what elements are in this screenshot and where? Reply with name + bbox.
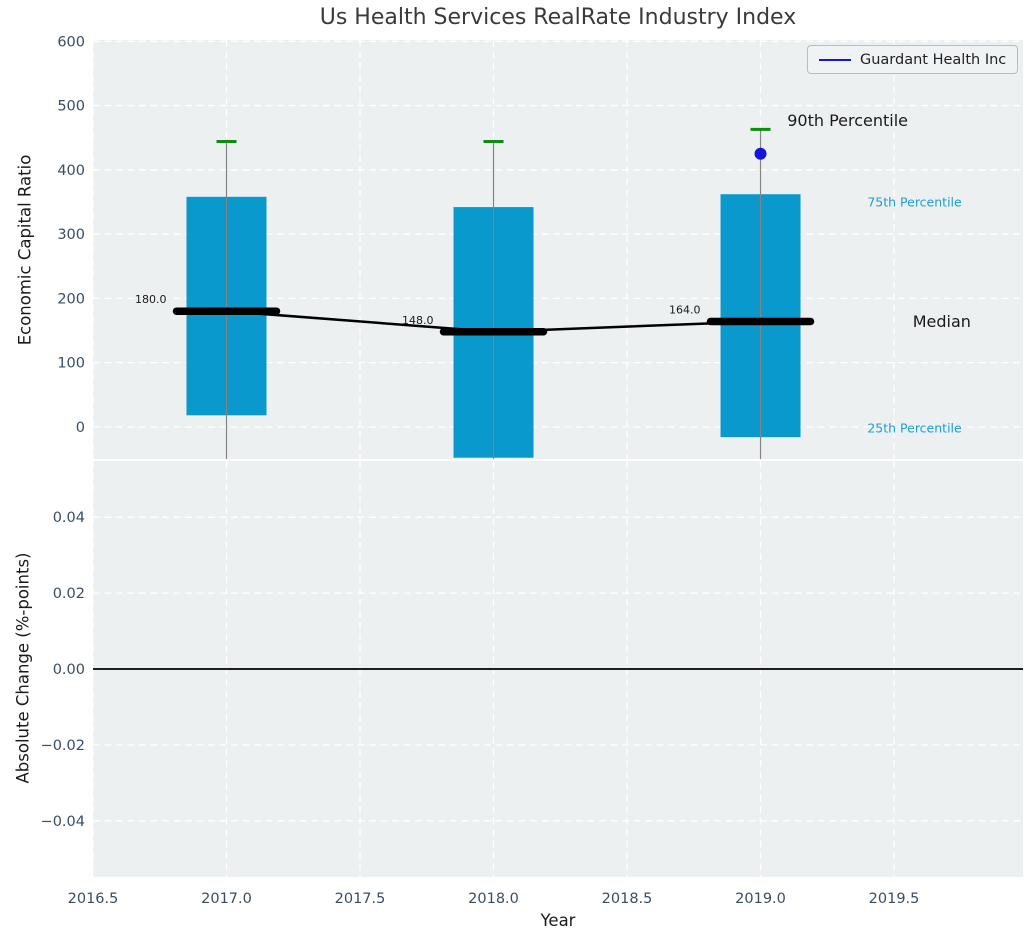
x-axis-label: Year (540, 911, 576, 930)
y-tick-label-bottom: 0.02 (53, 586, 85, 602)
legend-line-sample (819, 58, 851, 61)
y-tick-label-top: 400 (57, 163, 85, 179)
x-tick-label: 2019.5 (869, 891, 920, 907)
x-tick-label: 2018.5 (602, 891, 653, 907)
x-tick-label: 2018.0 (468, 891, 519, 907)
legend: Guardant Health Inc (807, 45, 1019, 74)
annotation-median: Median (913, 312, 971, 331)
y-tick-label-bottom: −0.02 (41, 738, 85, 754)
y-tick-label-bottom: −0.04 (41, 814, 85, 830)
y-tick-label-bottom: 0.04 (53, 510, 85, 526)
y-tick-label-top: 500 (57, 99, 85, 115)
legend-label: Guardant Health Inc (860, 51, 1007, 68)
y-axis-label-bottom: Absolute Change (%-points) (13, 552, 33, 784)
y-axis-label-top: Economic Capital Ratio (15, 154, 35, 346)
y-tick-label-top: 300 (57, 227, 85, 243)
y-tick-label-top: 0 (76, 420, 85, 436)
x-tick-label: 2019.0 (735, 891, 786, 907)
company-point (754, 147, 767, 160)
annotation-75th-percentile: 75th Percentile (867, 194, 962, 209)
x-tick-label: 2017.0 (201, 891, 252, 907)
x-tick-label: 2016.5 (68, 891, 119, 907)
y-tick-label-top: 200 (57, 291, 85, 307)
annotation-90th-percentile: 90th Percentile (787, 111, 908, 130)
chart-title: Us Health Services RealRate Industry Ind… (319, 5, 797, 30)
y-tick-label-top: 100 (57, 356, 85, 372)
annotation-25th-percentile: 25th Percentile (867, 421, 962, 436)
y-tick-label-top: 600 (57, 34, 85, 50)
median-value-label-2019: 164.0 (669, 303, 701, 316)
median-value-label-2018: 148.0 (402, 314, 434, 327)
y-tick-label-bottom: 0.00 (53, 662, 85, 678)
median-value-label-2017: 180.0 (135, 293, 167, 306)
x-tick-label: 2017.5 (335, 891, 386, 907)
